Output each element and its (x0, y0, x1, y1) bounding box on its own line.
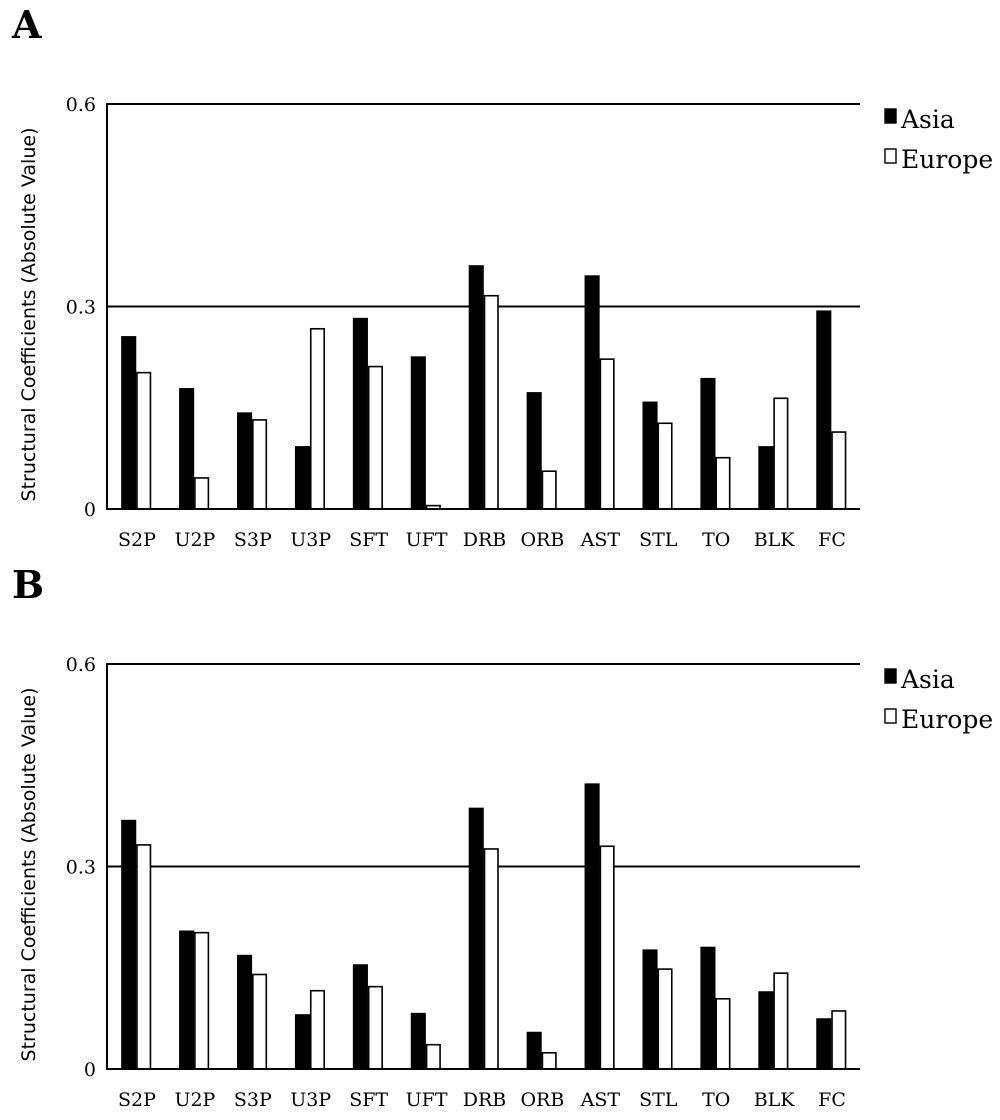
panel-label: A (12, 2, 42, 47)
bar-europe-sft (367, 985, 383, 1070)
bar-asia-u3p (294, 446, 311, 510)
bar-asia-blk (758, 991, 774, 1070)
chart-panel-a: A S2P U2P S3P U3P SFT UFT DRB ORB AST STL TO BLK FC 0… (12, 2, 993, 552)
x-tick-label: ORB (520, 529, 564, 551)
bar-asia-ast (584, 275, 600, 510)
bar-asia-orb (526, 1031, 542, 1070)
x-tick-label: U3P (290, 529, 331, 551)
y-tick-label: 0.6 (66, 94, 96, 116)
bar-asia-stl (642, 401, 658, 510)
bar-asia-uft (410, 356, 426, 510)
bar-europe-s2p (136, 844, 152, 1070)
y-tick-label: 0.6 (66, 654, 96, 676)
x-tick-label: AST (580, 529, 621, 551)
y-axis-label: Structural Coefficients (Absolute Value) (18, 688, 40, 1062)
bar-asia-fc (816, 1018, 832, 1070)
x-tick-label: UFT (406, 1089, 448, 1111)
chart-panel-b: B S2P U2P S3P U3P SFT UFT DRB ORB AST STL TO BLK FC 0… (0, 560, 1000, 1120)
bar-europe-u3p (309, 327, 326, 510)
bar-europe-s3p (252, 973, 268, 1070)
bar-europe-drb (483, 294, 499, 510)
bar-europe-ast (599, 358, 615, 510)
bar-asia-to (700, 377, 716, 510)
legend-label-asia: Asia (900, 105, 955, 134)
x-tick-label: BLK (754, 1089, 796, 1111)
x-tick-label: AST (580, 1089, 621, 1111)
y-tick-label: 0 (84, 1059, 96, 1081)
bar-asia-sft (352, 964, 368, 1070)
bar-asia-u2p (179, 388, 195, 510)
x-tick-label: DRB (463, 1089, 507, 1111)
x-tick-label: SFT (349, 1089, 388, 1111)
bar-chart-a: S2P U2P S3P U3P SFT UFT DRB ORB AST STL TO BLK FC 0 0.… (18, 94, 993, 551)
bar-europe-stl (657, 968, 673, 1070)
bar-europe-blk (773, 397, 789, 510)
bar-asia-s2p (121, 819, 137, 1070)
legend-label-europe: Europe (901, 705, 993, 734)
bar-asia-s3p (237, 954, 253, 1070)
bar-europe-orb (541, 1051, 557, 1070)
bar-asia-u2p (179, 930, 195, 1070)
x-tick-label: TO (702, 1089, 730, 1111)
bar-asia-ast (584, 783, 600, 1070)
x-tick-label: ORB (520, 1089, 564, 1111)
y-tick-label: 0 (84, 499, 96, 521)
bar-europe-to (715, 456, 731, 510)
bar-chart-b: S2P U2P S3P U3P SFT UFT DRB ORB AST STL TO BLK FC 0 0.… (18, 654, 993, 1111)
x-tick-label: STL (639, 529, 678, 551)
x-tick-label: FC (818, 529, 846, 551)
x-tick-label: DRB (463, 529, 507, 551)
x-tick-label: S3P (234, 1089, 272, 1111)
x-tick-label: TO (702, 529, 730, 551)
x-tick-label: S2P (118, 529, 156, 551)
bar-europe-blk (773, 972, 789, 1070)
x-tick-label: UFT (406, 529, 448, 551)
bar-europe-to (715, 997, 731, 1070)
bar-europe-orb (541, 470, 557, 510)
bar-europe-fc (831, 1010, 847, 1070)
bar-asia-blk (758, 446, 774, 510)
bar-europe-drb (483, 848, 499, 1070)
y-tick-label: 0.3 (66, 297, 96, 319)
bar-asia-fc (816, 310, 832, 510)
legend-label-asia: Asia (900, 665, 955, 694)
x-tick-label: U2P (174, 529, 215, 551)
bar-europe-u2p (194, 477, 210, 510)
bar-europe-s2p (136, 371, 152, 510)
bar-asia-stl (642, 949, 658, 1070)
x-tick-label: S2P (118, 1089, 156, 1111)
x-tick-label: U2P (174, 1089, 215, 1111)
bar-asia-s2p (121, 336, 137, 510)
bar-asia-to (700, 946, 716, 1070)
bar-asia-sft (352, 317, 368, 510)
bar-asia-uft (410, 1012, 426, 1070)
panel-label: B (12, 562, 45, 607)
y-tick-label: 0.3 (66, 857, 96, 879)
bar-europe-ast (599, 845, 615, 1070)
legend-swatch-europe (884, 708, 897, 724)
legend-swatch-europe (884, 148, 897, 164)
x-tick-label: BLK (754, 529, 796, 551)
x-tick-label: STL (639, 1089, 678, 1111)
legend-swatch-asia (884, 108, 897, 124)
x-tick-label: U3P (290, 1089, 331, 1111)
x-tick-label: FC (818, 1089, 846, 1111)
bar-europe-u2p (194, 931, 210, 1070)
bar-asia-drb (468, 807, 484, 1070)
bar-europe-s3p (252, 419, 268, 510)
bar-asia-s3p (237, 412, 253, 510)
bar-europe-fc (831, 431, 847, 510)
legend-label-europe: Europe (901, 145, 993, 174)
bar-europe-u3p (309, 989, 326, 1070)
y-axis-label: Structural Coefficients (Absolute Value) (18, 128, 40, 502)
bar-europe-stl (657, 422, 673, 510)
bar-europe-sft (367, 365, 383, 510)
bar-asia-orb (526, 392, 542, 510)
bar-asia-drb (468, 265, 484, 510)
legend-swatch-asia (884, 668, 897, 684)
x-tick-label: SFT (349, 529, 388, 551)
bar-europe-uft (425, 1043, 441, 1070)
bar-asia-u3p (294, 1014, 311, 1070)
x-tick-label: S3P (234, 529, 272, 551)
